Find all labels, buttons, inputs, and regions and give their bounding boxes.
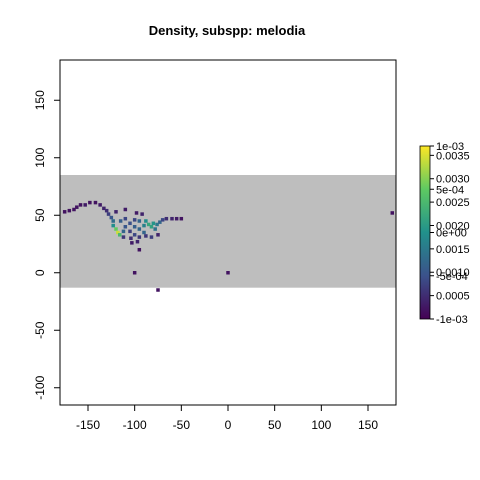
density-cell	[153, 227, 157, 231]
density-cell	[134, 211, 139, 215]
x-tick-label: 0	[225, 418, 232, 432]
density-cell	[93, 200, 98, 205]
x-axis: -150 -100 -50 0 50 100 150	[76, 405, 378, 432]
density-cell	[128, 229, 132, 234]
colorbar-legend: 0.0005 0.0010 0.0015 0.0020 0.0025 0.0030 0.00…	[419, 141, 470, 326]
density-cells	[62, 200, 395, 292]
density-cell	[118, 219, 123, 223]
density-cell	[140, 212, 144, 216]
map-panel	[59, 59, 397, 406]
density-cell	[72, 207, 76, 212]
density-cell	[75, 205, 79, 209]
colorbar-tick-label-secondary: -1e-03	[436, 314, 468, 326]
colorbar-tick-label: 0.0025	[436, 197, 470, 209]
density-cell	[132, 271, 137, 275]
density-cell	[121, 229, 126, 234]
density-cell	[149, 225, 154, 229]
colorbar-tick-label: 0.0035	[436, 150, 470, 162]
density-cell	[142, 223, 146, 228]
density-cell	[135, 239, 140, 244]
density-cell	[111, 219, 115, 223]
x-tick-label: -150	[76, 418, 100, 432]
density-cell	[109, 215, 114, 220]
x-tick-label: 50	[268, 418, 282, 432]
density-cell	[123, 225, 128, 229]
density-cell	[83, 203, 87, 207]
y-tick-label: 150	[33, 90, 47, 110]
colorbar	[419, 145, 431, 320]
density-cell	[170, 216, 174, 221]
colorbar-tick-label-secondary: 5e-04	[436, 184, 464, 196]
density-cell	[102, 206, 106, 211]
density-cell	[62, 210, 67, 214]
density-cell	[114, 227, 118, 231]
density-cell	[111, 223, 115, 228]
background-band	[60, 175, 396, 288]
density-cell	[88, 200, 92, 205]
density-cell	[114, 210, 118, 214]
density-cell	[156, 288, 160, 292]
colorbar-tick-label: 0.0005	[436, 291, 470, 303]
density-cell	[142, 230, 146, 235]
density-cell	[104, 208, 109, 213]
density-cell	[116, 230, 120, 235]
density-cell	[160, 218, 165, 222]
density-cell	[98, 203, 102, 207]
y-tick-label: 50	[33, 208, 47, 222]
density-cell	[106, 212, 111, 216]
density-cell	[158, 220, 162, 224]
y-tick-label: -50	[33, 321, 47, 339]
density-cell	[144, 219, 148, 223]
density-cell	[128, 221, 132, 226]
density-cell	[155, 222, 159, 227]
density-cell	[174, 216, 179, 221]
density-cell	[132, 225, 137, 229]
density-cell	[121, 235, 126, 239]
density-cell	[67, 208, 72, 213]
colorbar-ticks: 0.0005 0.0010 0.0015 0.0020 0.0025 0.0030 0.00…	[430, 141, 470, 326]
density-cell	[144, 234, 148, 238]
colorbar-tick-label: 0.0015	[436, 244, 470, 256]
y-tick-label: 0	[33, 269, 47, 276]
density-cell	[226, 271, 230, 275]
density-cell	[164, 216, 169, 221]
colorbar-tick-label: 0.0010	[436, 267, 470, 279]
density-cell	[137, 248, 142, 252]
density-cell	[146, 222, 151, 227]
density-cell	[179, 216, 184, 221]
density-cell	[129, 236, 133, 240]
density-cell	[117, 233, 122, 237]
density-cell	[123, 207, 128, 212]
chart-title: Density, subspp: melodia	[149, 23, 306, 38]
x-tick-label: -100	[123, 418, 147, 432]
density-cell	[137, 219, 142, 223]
colorbar-tick-label-secondary: 0e+00	[436, 228, 467, 240]
density-cell	[130, 241, 134, 245]
density-cell	[132, 218, 137, 222]
density-cell	[149, 235, 154, 239]
x-tick-label: 150	[358, 418, 378, 432]
density-cell	[390, 211, 395, 215]
density-cell	[156, 233, 160, 237]
y-tick-label: -100	[33, 375, 47, 399]
colorbar-tick-label: 0.0030	[436, 174, 470, 186]
density-cell	[123, 216, 128, 221]
x-tick-label: -50	[173, 418, 191, 432]
x-tick-label: 100	[311, 418, 331, 432]
y-tick-label: 100	[33, 147, 47, 167]
colorbar-tick-label-secondary: 1e-03	[436, 141, 464, 153]
density-cell	[137, 235, 142, 239]
density-cell	[78, 203, 83, 207]
density-cell	[151, 221, 156, 226]
colorbar-tick-label: 0.0020	[436, 220, 470, 232]
y-axis: -100 -50 0 50 100 150	[33, 90, 60, 400]
colorbar-tick-label-secondary: -5e-04	[436, 271, 468, 283]
density-cell	[132, 233, 137, 237]
density-cell	[137, 227, 142, 231]
